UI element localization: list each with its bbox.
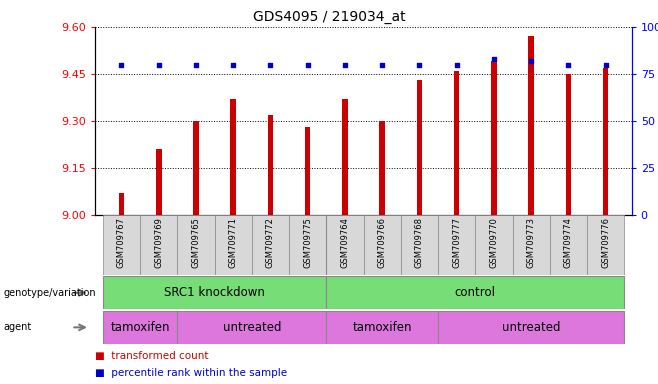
Text: agent: agent xyxy=(3,322,32,333)
Point xyxy=(116,61,127,68)
Bar xyxy=(193,121,199,215)
Bar xyxy=(215,215,252,275)
Bar xyxy=(549,215,587,275)
Point xyxy=(489,56,499,62)
Bar xyxy=(603,68,609,215)
Bar xyxy=(417,80,422,215)
Text: GSM709771: GSM709771 xyxy=(229,217,238,268)
Bar xyxy=(513,215,549,275)
Point xyxy=(414,61,424,68)
Text: GSM709775: GSM709775 xyxy=(303,217,312,268)
Bar xyxy=(326,276,624,309)
Text: GSM709768: GSM709768 xyxy=(415,217,424,268)
Bar xyxy=(438,215,475,275)
Point xyxy=(340,61,350,68)
Bar xyxy=(438,311,624,344)
Bar xyxy=(118,193,124,215)
Bar xyxy=(491,61,497,215)
Point xyxy=(228,61,238,68)
Text: GSM709770: GSM709770 xyxy=(490,217,498,268)
Text: GSM709776: GSM709776 xyxy=(601,217,610,268)
Text: GSM709764: GSM709764 xyxy=(340,217,349,268)
Bar xyxy=(326,215,363,275)
Bar xyxy=(289,215,326,275)
Text: control: control xyxy=(455,286,495,299)
Bar xyxy=(454,71,459,215)
Text: GSM709772: GSM709772 xyxy=(266,217,275,268)
Bar xyxy=(587,215,624,275)
Bar xyxy=(401,215,438,275)
Bar xyxy=(566,74,571,215)
Text: GSM709769: GSM709769 xyxy=(154,217,163,268)
Point xyxy=(377,61,388,68)
Text: GSM709767: GSM709767 xyxy=(117,217,126,268)
Bar xyxy=(178,311,326,344)
Text: GSM709773: GSM709773 xyxy=(526,217,536,268)
Text: GDS4095 / 219034_at: GDS4095 / 219034_at xyxy=(253,10,405,23)
Text: SRC1 knockdown: SRC1 knockdown xyxy=(164,286,265,299)
Point xyxy=(153,61,164,68)
Text: tamoxifen: tamoxifen xyxy=(353,321,412,334)
Text: GSM709765: GSM709765 xyxy=(191,217,201,268)
Point xyxy=(451,61,462,68)
Bar xyxy=(103,215,140,275)
Text: genotype/variation: genotype/variation xyxy=(3,288,96,298)
Point xyxy=(265,61,276,68)
Text: ■  transformed count: ■ transformed count xyxy=(95,351,209,361)
Text: tamoxifen: tamoxifen xyxy=(111,321,170,334)
Bar xyxy=(528,36,534,215)
Bar xyxy=(140,215,178,275)
Bar xyxy=(363,215,401,275)
Bar xyxy=(380,121,385,215)
Bar xyxy=(342,99,347,215)
Bar xyxy=(230,99,236,215)
Point xyxy=(526,58,536,64)
Bar xyxy=(252,215,289,275)
Bar xyxy=(103,276,326,309)
Text: untreated: untreated xyxy=(222,321,281,334)
Point xyxy=(191,61,201,68)
Bar xyxy=(103,311,178,344)
Point xyxy=(563,61,574,68)
Bar xyxy=(305,127,311,215)
Text: untreated: untreated xyxy=(502,321,561,334)
Text: GSM709774: GSM709774 xyxy=(564,217,573,268)
Bar xyxy=(268,115,273,215)
Bar xyxy=(178,215,215,275)
Bar xyxy=(475,215,513,275)
Point xyxy=(600,61,611,68)
Text: GSM709766: GSM709766 xyxy=(378,217,387,268)
Point xyxy=(303,61,313,68)
Text: ■  percentile rank within the sample: ■ percentile rank within the sample xyxy=(95,368,288,378)
Text: GSM709777: GSM709777 xyxy=(452,217,461,268)
Bar xyxy=(326,311,438,344)
Bar xyxy=(156,149,161,215)
